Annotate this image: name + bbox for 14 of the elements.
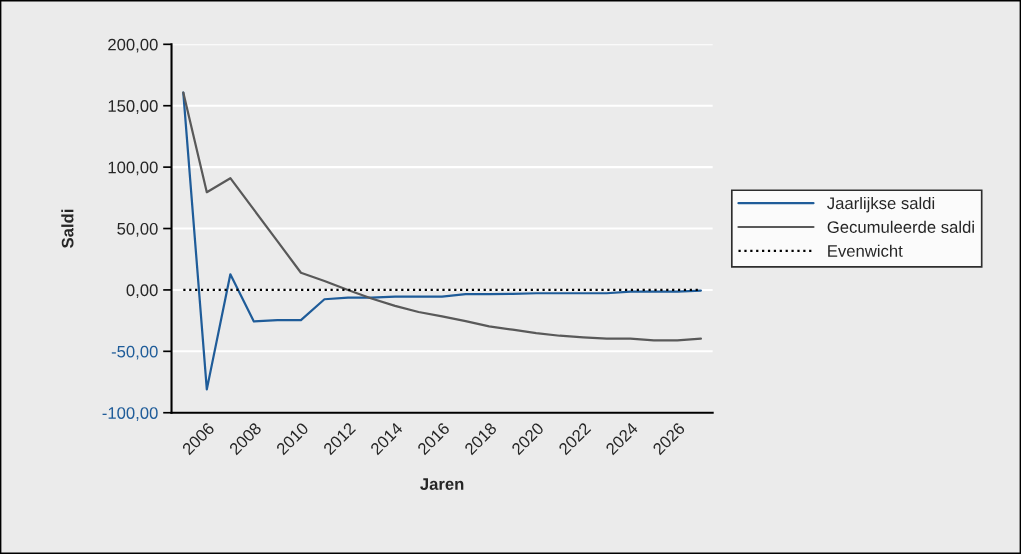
y-tick-label: -100,00 — [102, 407, 158, 421]
legend-label: Gecumuleerde saldi — [827, 220, 974, 233]
legend-label: Evenwicht — [828, 244, 903, 257]
line-series — [182, 91, 702, 342]
y-tick-label: 100,00 — [108, 161, 158, 176]
y-axis-title: Saldi — [61, 209, 74, 248]
y-tick-label: 0,00 — [126, 284, 158, 299]
x-axis-title: Jaren — [420, 478, 464, 490]
y-tick-label: 50,00 — [117, 222, 158, 237]
y-tick-label: 200,00 — [108, 38, 158, 53]
legend-label: Jaarlijkse saldi — [827, 196, 935, 213]
line-series — [182, 91, 702, 391]
y-tick-label: -50,00 — [111, 345, 158, 360]
y-tick-label: 150,00 — [108, 100, 158, 114]
